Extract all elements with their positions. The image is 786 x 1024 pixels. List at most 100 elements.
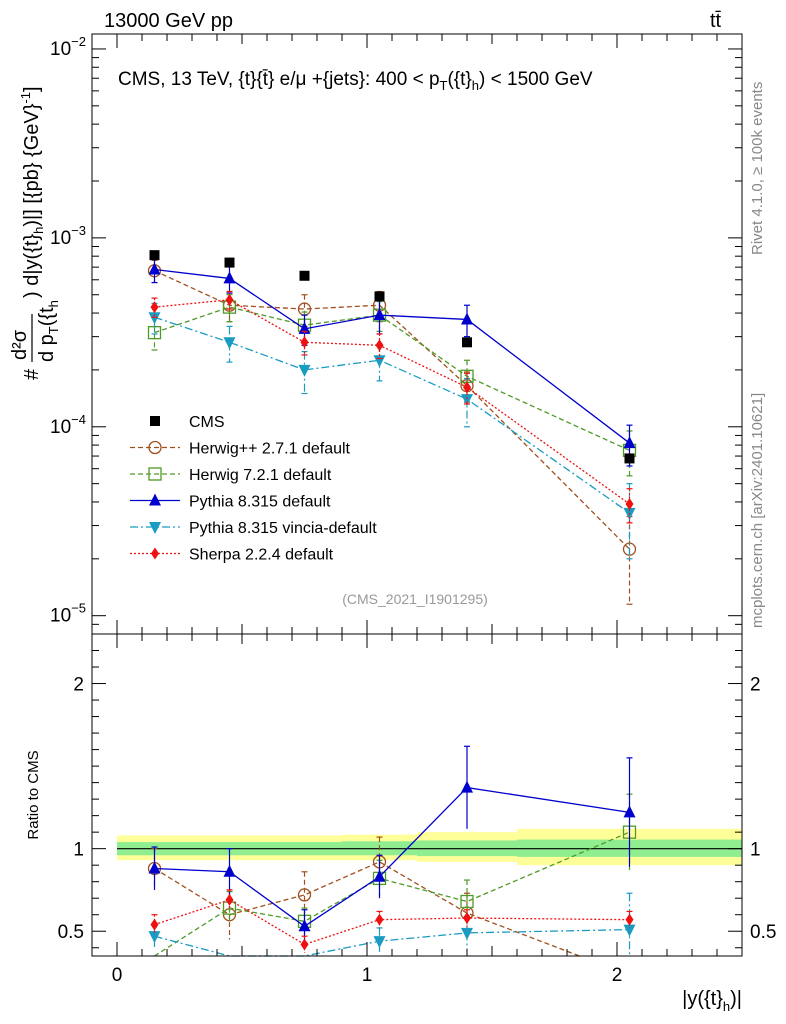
legend-label: Sherpa 2.2.4 default <box>189 547 334 564</box>
series-2 <box>148 257 636 467</box>
svg-text:) d|y({t}h)|] [{pb} {GeV}-1]: ) d|y({t}h)|] [{pb} {GeV}-1] <box>18 86 46 298</box>
data-point <box>463 381 471 394</box>
data-point <box>148 312 161 325</box>
legend: CMS Herwig++ 2.7.1 default Herwig 7.2.1 de… <box>130 414 377 564</box>
header-energy-label: 13000 GeV pp <box>104 10 233 32</box>
x-axis-label: |y({t}h)| <box>682 988 742 1014</box>
main-y-tick-label: 10−3 <box>50 223 86 249</box>
ratio-y-tick-label: 1 <box>73 840 84 861</box>
legend-label: Herwig++ 2.7.1 default <box>189 441 351 458</box>
legend-marker <box>149 493 161 506</box>
series-line <box>154 270 630 550</box>
x-tick-label: 1 <box>362 965 373 986</box>
ratio-point <box>625 913 634 926</box>
x-tick-label: 2 <box>612 965 623 986</box>
cms-data-point <box>374 291 385 302</box>
ratio-series-4 <box>150 889 634 953</box>
data-point <box>300 336 309 349</box>
legend-entry: Pythia 8.315 default <box>130 493 331 511</box>
ratio-y-tick-label: 0.5 <box>58 922 84 943</box>
data-point <box>461 312 473 325</box>
cms-data-point <box>624 453 635 464</box>
series-line <box>154 268 630 444</box>
legend-marker <box>148 467 162 481</box>
main-plot-content <box>147 250 637 605</box>
series-line <box>154 316 630 514</box>
main-frame <box>91 33 743 635</box>
data-point <box>625 498 634 511</box>
x-tick-label: 0 <box>112 965 123 986</box>
ratio-point <box>461 780 473 793</box>
legend-marker <box>151 547 159 560</box>
ratio-line <box>154 899 630 946</box>
ratio-ticks: 0.5 0.5 1 1 2 2 0 1 2 <box>58 634 776 986</box>
legend-entry: Pythia 8.315 vincia-default <box>130 520 377 537</box>
svg-text:d pT({th: d pT({th <box>36 300 61 362</box>
ratio-point <box>298 919 311 932</box>
data-point <box>223 337 236 350</box>
svg-text:#: # <box>21 368 43 380</box>
ratio-y-tick-label-right: 0.5 <box>750 922 776 943</box>
ratio-point <box>623 805 636 818</box>
ratio-plot-content <box>117 745 742 957</box>
chart-title: CMS, 13 TeV, {t}{t̄} e/μ +{jets}: 400 < … <box>118 69 593 93</box>
ratio-y-tick-label-right: 1 <box>750 840 761 861</box>
ratio-point <box>463 912 471 925</box>
ratio-point <box>223 864 236 877</box>
ratio-point <box>148 861 161 874</box>
legend-entry: CMS <box>150 414 225 431</box>
ratio-line <box>154 786 630 928</box>
ratio-series-3 <box>148 892 636 957</box>
ratio-point <box>225 893 234 906</box>
analysis-watermark: (CMS_2021_I1901295) <box>342 591 488 607</box>
main-y-tick-label: 10−4 <box>50 412 86 438</box>
ratio-point <box>300 938 309 951</box>
cms-data-point <box>224 257 235 268</box>
series-line <box>154 306 630 451</box>
ratio-point <box>373 936 386 949</box>
ratio-line <box>154 831 630 957</box>
cms-data-point <box>149 250 160 261</box>
ratio-point <box>460 894 474 909</box>
series-4 <box>150 290 634 524</box>
ratio-point <box>623 924 636 937</box>
ratio-point <box>150 918 159 931</box>
main-y-tick-label: 10−2 <box>50 34 86 60</box>
legend-label: CMS <box>189 414 225 431</box>
main-y-tick-label: 10−5 <box>50 601 86 627</box>
ratio-frame <box>91 633 743 957</box>
legend-marker <box>148 440 162 455</box>
ratio-y-tick-label-right: 2 <box>750 675 761 696</box>
legend-label: Herwig 7.2.1 default <box>189 467 332 484</box>
legend-entry: Herwig 7.2.1 default <box>130 467 332 484</box>
data-point <box>373 308 386 321</box>
legend-entry: Sherpa 2.2.4 default <box>130 547 334 564</box>
legend-label: Pythia 8.315 default <box>189 494 331 511</box>
legend-label: Pythia 8.315 vincia-default <box>189 520 377 537</box>
rivet-version-label: Rivet 4.1.0, ≥ 100k events <box>749 82 766 255</box>
ratio-point <box>297 888 312 902</box>
ratio-series-2 <box>148 745 636 943</box>
ratio-point <box>148 931 161 944</box>
ratio-point <box>461 927 473 940</box>
ratio-line <box>154 861 580 957</box>
legend-marker <box>149 522 161 534</box>
data-point <box>148 262 161 275</box>
svg-text:d²σ: d²σ <box>9 329 31 360</box>
cms-data <box>149 250 635 464</box>
cms-data-point <box>299 270 310 281</box>
data-point <box>461 394 473 407</box>
main-panel: 10−5 10−4 10−3 10−2 CMS, 13 TeV, {t}{t̄} e/… <box>9 33 743 635</box>
ratio-point <box>375 913 384 926</box>
cms-data-point <box>462 337 472 348</box>
data-point <box>223 271 236 284</box>
data-point <box>298 364 311 377</box>
ratio-y-axis-label: Ratio to CMS <box>25 750 42 839</box>
legend-marker <box>150 416 160 426</box>
data-point <box>623 436 636 449</box>
legend-entry: Herwig++ 2.7.1 default <box>130 441 351 458</box>
mcplots-label: mcplots.cern.ch [arXiv:2401.10621] <box>749 393 766 628</box>
ratio-point <box>373 869 386 882</box>
data-point <box>150 301 159 314</box>
